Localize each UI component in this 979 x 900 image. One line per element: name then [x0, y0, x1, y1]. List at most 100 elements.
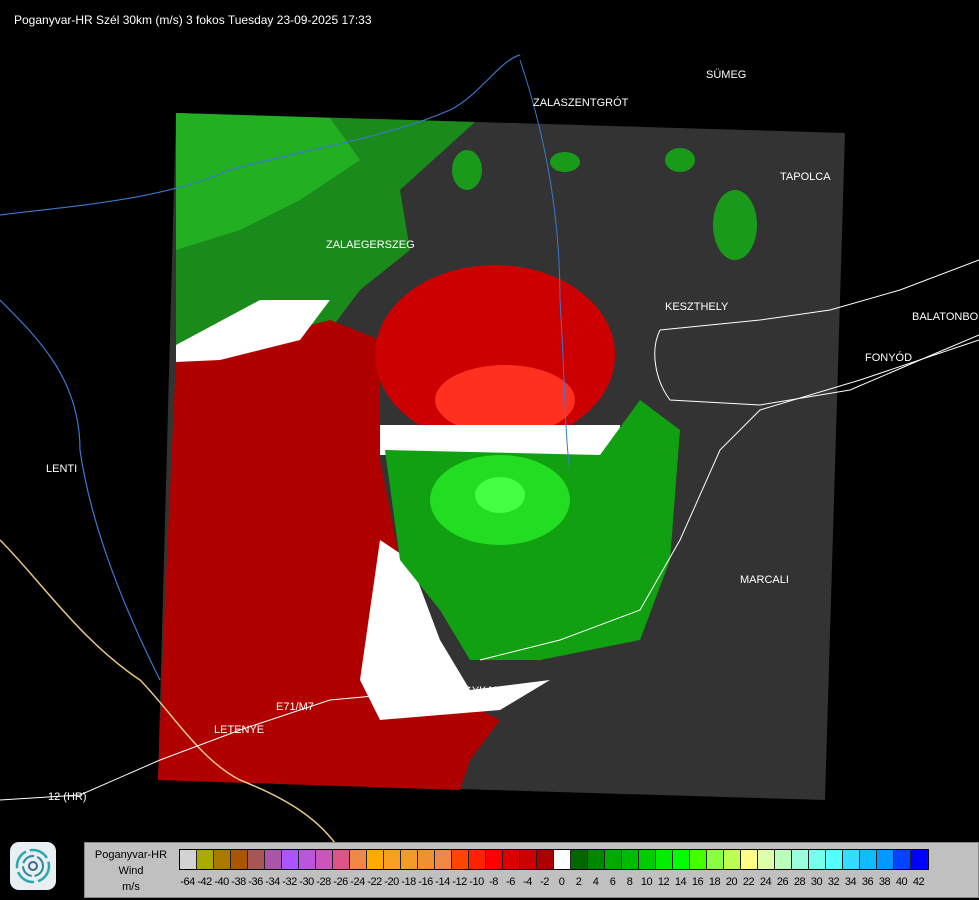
legend-swatch [333, 850, 350, 869]
legend-tick: 10 [640, 876, 653, 888]
legend-tick: 30 [810, 876, 823, 888]
legend-tick: -18 [401, 876, 416, 888]
legend-swatch [622, 850, 639, 869]
legend-tick: -14 [435, 876, 450, 888]
legend-swatch [537, 850, 554, 869]
legend-swatch [503, 850, 520, 869]
legend-swatch [724, 850, 741, 869]
legend-swatch [180, 850, 197, 869]
legend-swatch [571, 850, 588, 869]
legend-swatch [316, 850, 333, 869]
legend-swatch [894, 850, 911, 869]
legend-swatch [690, 850, 707, 869]
legend-tick: -22 [367, 876, 382, 888]
city-label: TAPOLCA [780, 171, 831, 183]
legend-swatch [452, 850, 469, 869]
city-label: ZALASZENTGRÓT [533, 96, 629, 109]
legend-tick: 38 [878, 876, 891, 888]
legend-tick: 32 [827, 876, 840, 888]
legend-swatch [673, 850, 690, 869]
city-label: BALATONBO [912, 311, 979, 323]
legend-swatch [520, 850, 537, 869]
legend-tick: 12 [657, 876, 670, 888]
map-title: Poganyvar-HR Szél 30km (m/s) 3 fokos Tue… [14, 13, 372, 27]
legend-tick: 20 [725, 876, 738, 888]
legend-swatch [860, 850, 877, 869]
legend-tick: 6 [609, 876, 616, 888]
legend-swatch [911, 850, 928, 869]
legend-swatch [435, 850, 452, 869]
legend-tick: 34 [844, 876, 857, 888]
city-label: MARCALI [740, 574, 789, 586]
legend-swatch [350, 850, 367, 869]
legend-swatch [469, 850, 486, 869]
city-label: ZALAEGERSZEG [326, 239, 415, 251]
city-label: KESZTHELY [665, 301, 729, 313]
legend-swatch [826, 850, 843, 869]
echo-green-cell [713, 190, 757, 260]
legend-swatch [554, 850, 571, 869]
legend-swatch [758, 850, 775, 869]
legend-swatch [486, 850, 503, 869]
legend-swatch [231, 850, 248, 869]
legend-swatch [299, 850, 316, 869]
legend-swatch [656, 850, 673, 869]
legend-tick: -6 [506, 876, 515, 888]
legend-tick: 2 [575, 876, 582, 888]
echo-green-northwest-light [176, 113, 360, 250]
legend-swatch [197, 850, 214, 869]
legend-tick: 8 [626, 876, 633, 888]
road-label: E71/M7 [276, 701, 314, 713]
legend-tick: 36 [861, 876, 874, 888]
swirl-logo-icon [15, 848, 51, 884]
echo-white-west [176, 300, 330, 362]
legend-tick: 40 [895, 876, 908, 888]
echo-red-core [435, 365, 575, 435]
legend-swatch [214, 850, 231, 869]
legend-tick: -38 [231, 876, 246, 888]
city-label: LETENYE [214, 724, 264, 736]
color-legend: Poganyvar-HR Wind m/s -64 -42 -40 -38 -36 -34… [84, 842, 979, 898]
legend-swatch [384, 850, 401, 869]
logo [10, 842, 56, 890]
echo-white-south [360, 540, 550, 720]
city-label: SÜMEG [706, 69, 746, 81]
legend-tick: -28 [316, 876, 331, 888]
legend-swatch [588, 850, 605, 869]
legend-tick: -30 [299, 876, 314, 888]
legend-tick: -10 [469, 876, 484, 888]
legend-tick: 42 [912, 876, 925, 888]
legend-swatch [775, 850, 792, 869]
road [0, 689, 441, 801]
legend-swatch [401, 850, 418, 869]
legend-ticks: -64 -42 -40 -38 -36 -34 -32 -30 -28 -26 -24 -22 -20-… [179, 876, 927, 888]
legend-tick: -8 [489, 876, 498, 888]
legend-tick: -16 [418, 876, 433, 888]
legend-swatch [707, 850, 724, 869]
city-label: NAGYKANIZSA [448, 685, 527, 697]
legend-label: Poganyvar-HR Wind m/s [85, 847, 177, 895]
legend-unit: m/s [122, 881, 140, 893]
legend-tick: -2 [540, 876, 549, 888]
legend-swatch [418, 850, 435, 869]
legend-swatch [877, 850, 894, 869]
legend-swatch [367, 850, 384, 869]
river [519, 59, 571, 471]
legend-tick: -24 [350, 876, 365, 888]
legend-tick: -34 [265, 876, 280, 888]
legend-tick: -36 [248, 876, 263, 888]
legend-tick: -12 [452, 876, 467, 888]
country-border [0, 539, 341, 851]
city-label: LENTI [46, 463, 77, 475]
legend-tick: -42 [197, 876, 212, 888]
legend-swatch [843, 850, 860, 869]
legend-station: Poganyvar-HR [94, 849, 168, 861]
legend-swatch [639, 850, 656, 869]
legend-tick: 28 [793, 876, 806, 888]
legend-swatch [248, 850, 265, 869]
road [479, 339, 979, 661]
legend-tick: 22 [742, 876, 755, 888]
river [0, 299, 161, 681]
legend-tick: -40 [214, 876, 229, 888]
